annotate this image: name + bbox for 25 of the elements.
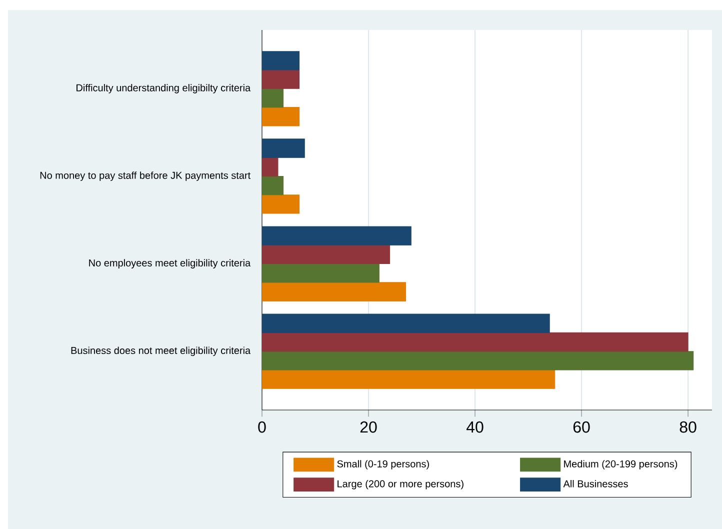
bar <box>262 332 688 352</box>
bar <box>262 138 305 158</box>
y-tick-label: No employees meet eligibility criteria <box>89 259 251 268</box>
bar <box>262 157 278 176</box>
bar <box>262 351 694 370</box>
legend-label: Large (200 or more persons) <box>338 480 464 490</box>
bar <box>262 88 284 108</box>
bar <box>262 244 390 264</box>
x-tick-label: 80 <box>680 421 696 433</box>
bar <box>262 314 550 333</box>
bar <box>262 264 380 283</box>
legend-label: Medium (20-199 persons) <box>564 460 678 470</box>
x-tick-label: 40 <box>466 421 484 433</box>
legend-label: All Businesses <box>563 480 628 488</box>
x-tick-label: 20 <box>360 421 377 433</box>
bar <box>262 226 412 246</box>
y-tick-label: Difficulty understanding eligibilty criteria <box>76 84 251 94</box>
legend-label: Small (0-19 persons) <box>337 460 429 470</box>
y-tick-label: Business does not meet eligibility criteria <box>71 346 251 356</box>
x-tick-label: 0 <box>258 421 266 433</box>
x-tick-label: 60 <box>573 421 590 433</box>
bar <box>262 51 300 70</box>
bar <box>262 176 284 196</box>
y-tick-label: No money to pay staff before JK payments start <box>40 172 251 181</box>
bar <box>262 70 300 89</box>
